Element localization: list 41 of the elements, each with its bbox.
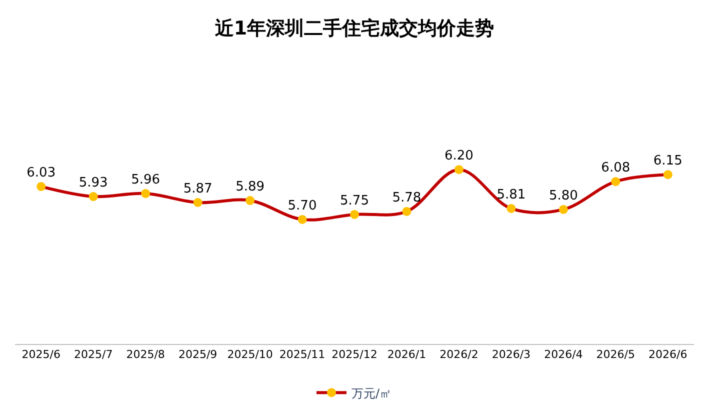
x-tick-label: 2025/7 [74, 348, 113, 362]
point [506, 204, 516, 213]
x-tick-label: 2026/4 [544, 348, 583, 362]
point [193, 198, 202, 207]
data-label: 5.81 [496, 188, 526, 203]
data-label: 5.96 [131, 172, 160, 188]
point [298, 214, 307, 224]
point [36, 182, 46, 192]
point [141, 189, 150, 198]
x-tick-label: 2025/11 [279, 348, 326, 362]
data-label: 5.87 [183, 182, 212, 197]
point [454, 165, 464, 174]
x-tick-label: 2026/1 [387, 348, 426, 362]
x-tick-label: 2025/9 [178, 348, 218, 362]
point [246, 196, 255, 206]
data-label: 6.15 [653, 154, 682, 169]
x-tick-label: 2025/6 [22, 348, 60, 362]
data-label: 5.78 [392, 190, 422, 206]
legend-label: 万元/㎡ [352, 386, 392, 400]
data-label: 5.70 [288, 198, 317, 214]
x-tick-label: 2026/2 [440, 348, 478, 362]
chart-title: 近1年深圳二手住宅成交均价走势 [214, 17, 494, 40]
point [350, 210, 359, 219]
x-tick-label: 2025/12 [332, 348, 378, 362]
x-tick-label: 2025/10 [227, 348, 273, 362]
point [611, 177, 620, 186]
data-label: 6.03 [26, 166, 56, 181]
data-label: 5.93 [78, 176, 108, 191]
x-tick-label: 2026/3 [492, 348, 531, 362]
x-tick-label: 2026/6 [648, 348, 688, 362]
point [663, 170, 672, 180]
data-label: 5.75 [340, 194, 369, 209]
point [402, 206, 412, 216]
x-tick-label: 2025/8 [126, 348, 165, 362]
data-label: 5.89 [236, 180, 265, 195]
point [558, 204, 568, 214]
data-label: 5.80 [548, 188, 578, 204]
data-label: 6.20 [444, 148, 474, 164]
data-label: 6.08 [601, 160, 630, 176]
x-tick-label: 2026/5 [596, 348, 635, 362]
point [88, 192, 98, 202]
